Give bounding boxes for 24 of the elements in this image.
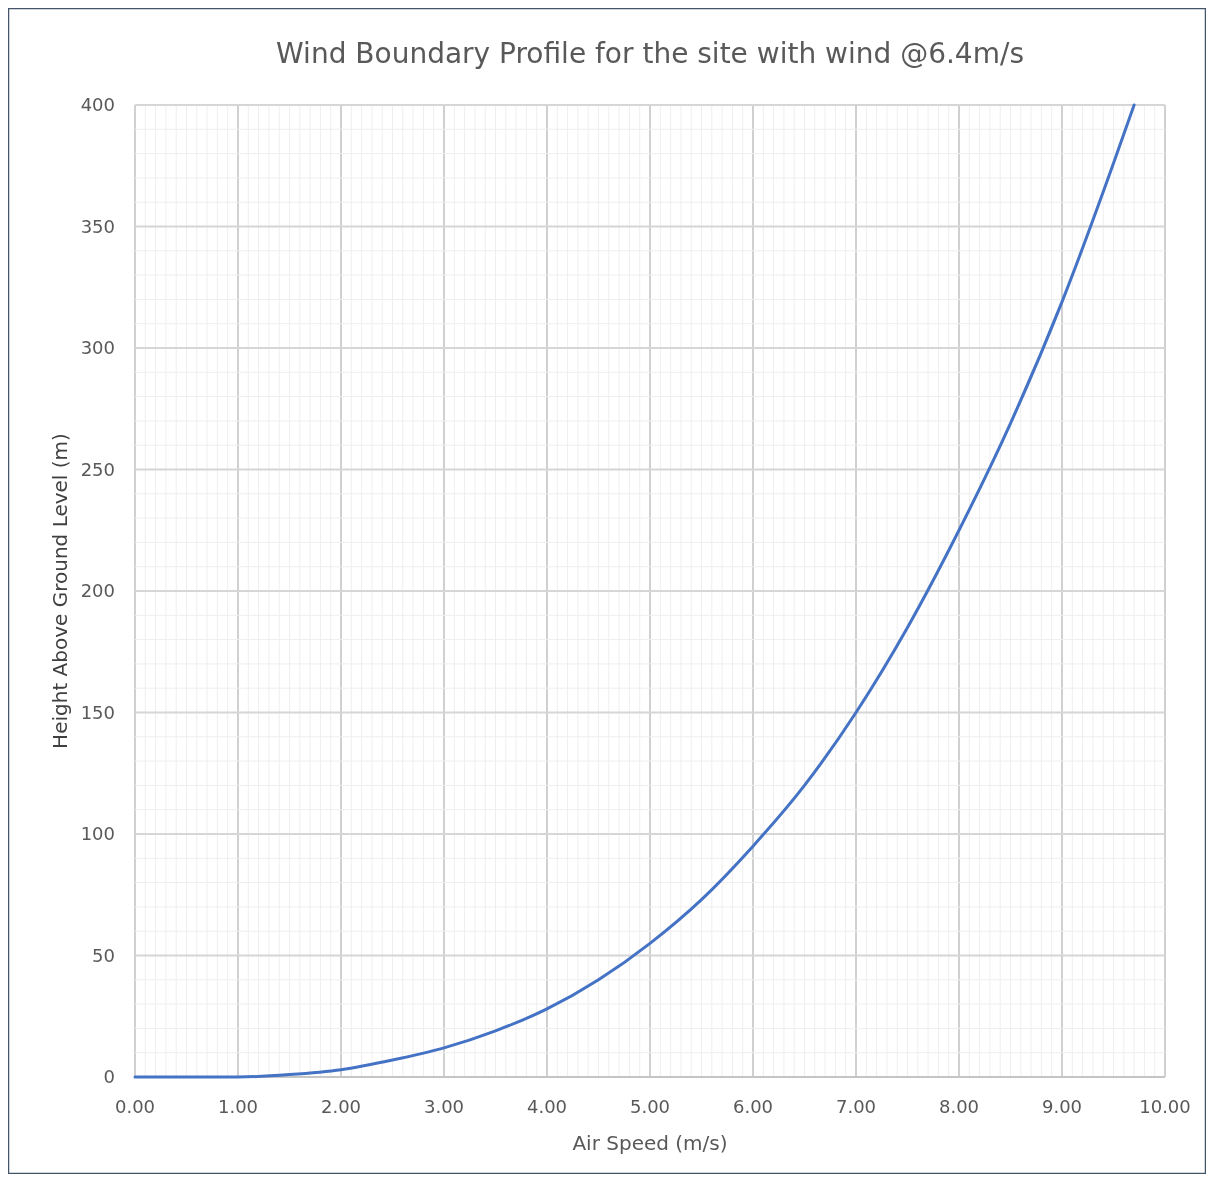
- y-tick-label: 0: [103, 1066, 115, 1087]
- y-tick-label: 300: [80, 337, 115, 358]
- chart-title: Wind Boundary Profile for the site with wind @6.4m/s: [276, 37, 1024, 70]
- x-tick-label: 9.00: [1041, 1096, 1083, 1117]
- x-tick-label: 8.00: [938, 1096, 980, 1117]
- y-axis-title: Height Above Ground Level (m): [48, 433, 72, 749]
- x-tick-label: 3.00: [423, 1096, 465, 1117]
- y-tick-label: 200: [80, 580, 115, 601]
- x-tick-label: 4.00: [526, 1096, 568, 1117]
- x-tick-label: 2.00: [320, 1096, 362, 1117]
- y-tick-label: 250: [80, 458, 115, 480]
- y-tick-label: 50: [92, 944, 115, 966]
- x-tick-label: 7.00: [835, 1096, 877, 1117]
- x-tick-label: 0.00: [114, 1096, 156, 1117]
- x-tick-label: 5.00: [629, 1096, 671, 1117]
- y-tick-label: 150: [80, 701, 115, 723]
- y-tick-label: 350: [80, 215, 115, 237]
- x-tick-label: 10.00: [1139, 1096, 1191, 1117]
- x-tick-label: 1.00: [217, 1096, 259, 1117]
- line-series: [133, 103, 1136, 1079]
- x-tick-label: 6.00: [732, 1096, 774, 1117]
- y-tick-label: 400: [80, 94, 115, 115]
- y-tick-label: 100: [80, 823, 115, 844]
- x-axis-title: Air Speed (m/s): [572, 1131, 728, 1155]
